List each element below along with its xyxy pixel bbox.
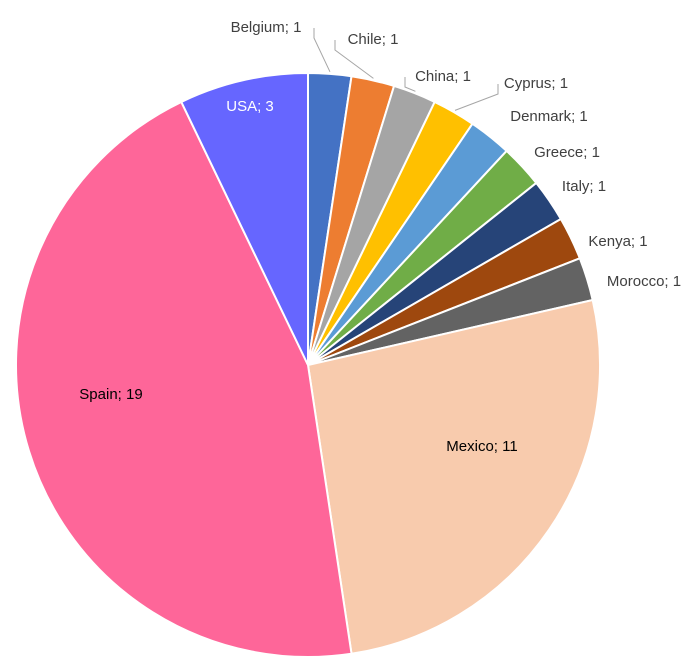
pie-slice	[179, 71, 309, 366]
data-label: China; 1	[415, 68, 471, 85]
pie-slice	[306, 298, 601, 655]
data-label: Cyprus; 1	[504, 75, 568, 92]
data-label: Kenya; 1	[588, 233, 647, 250]
data-label: Denmark; 1	[510, 108, 588, 125]
data-label: USA; 3	[226, 98, 274, 115]
leader-line	[454, 84, 499, 111]
leader-line	[334, 40, 374, 79]
data-label: Spain; 19	[79, 386, 142, 403]
data-label: Chile; 1	[348, 31, 399, 48]
data-label: Mexico; 11	[446, 438, 517, 455]
leader-line	[313, 28, 331, 73]
data-label: Greece; 1	[534, 144, 600, 161]
leader-line	[404, 77, 416, 92]
pie-slice	[15, 100, 353, 657]
data-label: Belgium; 1	[231, 19, 302, 36]
data-label: Italy; 1	[562, 178, 606, 195]
data-label: Morocco; 1	[607, 273, 681, 290]
